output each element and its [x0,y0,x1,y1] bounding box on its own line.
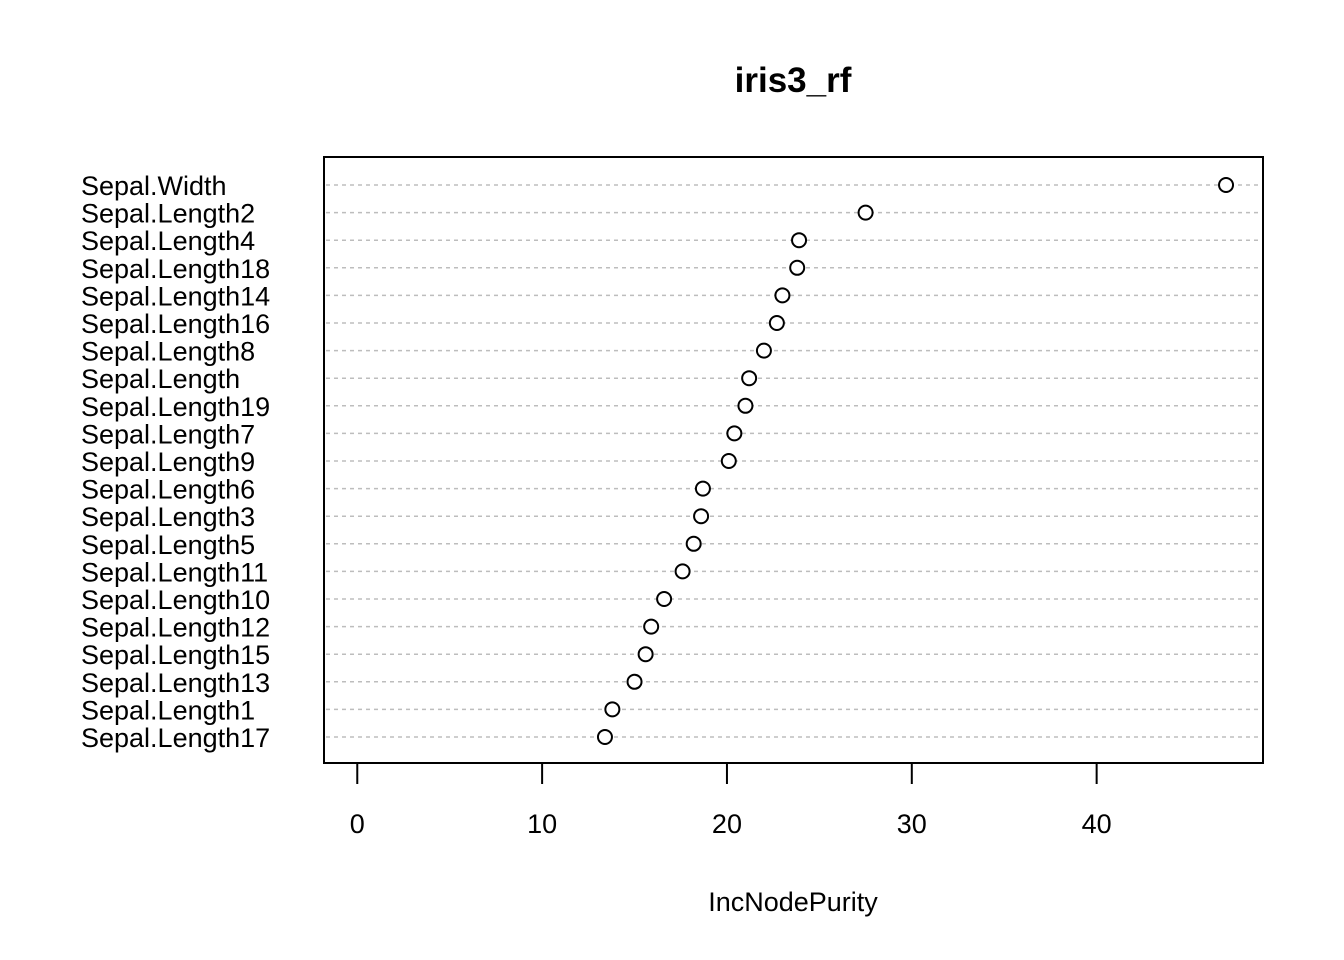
variable-label: Sepal.Width [81,171,227,201]
variable-label: Sepal.Length9 [81,447,255,477]
x-tick-label: 0 [350,809,365,839]
data-point [643,618,660,635]
data-point [857,204,874,221]
data-point [737,397,754,414]
variable-label: Sepal.Length15 [81,640,270,670]
variable-label: Sepal.Length6 [81,475,255,505]
variable-label: Sepal.Length12 [81,613,270,643]
variable-label: Sepal.Length17 [81,723,270,753]
data-point [741,370,758,387]
data-point [693,508,710,525]
data-point [604,701,621,718]
variable-label: Sepal.Length16 [81,309,270,339]
data-point [791,232,808,249]
variable-label: Sepal.Length [81,364,240,394]
data-point [674,563,691,580]
data-point [726,425,743,442]
variable-label: Sepal.Length3 [81,502,255,532]
data-point [596,729,613,745]
variable-label: Sepal.Length19 [81,392,270,422]
data-point [720,453,737,469]
grid-lines [326,184,1261,738]
variable-label: Sepal.Length1 [81,695,255,725]
x-tick-label: 10 [527,809,557,839]
data-point [694,480,711,497]
variable-label: Sepal.Length10 [81,585,270,615]
variable-label: Sepal.Length2 [81,199,255,229]
variable-label: Sepal.Length18 [81,254,270,284]
data-point [789,259,806,276]
data-point [755,342,772,359]
data-points [596,177,1235,745]
chart-title: iris3_rf [735,61,852,100]
x-axis-title: IncNodePurity [708,887,878,917]
data-point [637,646,654,663]
data-point [1218,177,1235,193]
variable-label: Sepal.Length11 [81,557,268,587]
variable-label: Sepal.Length7 [81,419,255,449]
variable-label: Sepal.Length4 [81,226,255,256]
data-point [768,315,785,331]
x-tick-label: 20 [712,809,742,839]
variable-label: Sepal.Length13 [81,668,270,698]
data-point [685,535,702,552]
variable-labels: Sepal.WidthSepal.Length2Sepal.Length4Sep… [81,171,270,753]
data-point [774,287,791,304]
x-tick-label: 40 [1082,809,1112,839]
x-axis: 0 10 20 30 40 [350,762,1112,839]
variable-label: Sepal.Length5 [81,530,255,560]
variable-label: Sepal.Length8 [81,337,255,367]
data-point [656,591,673,607]
data-point [626,673,643,690]
x-tick-label: 30 [897,809,927,839]
variable-label: Sepal.Length14 [81,281,270,311]
plot-frame [323,156,1264,764]
